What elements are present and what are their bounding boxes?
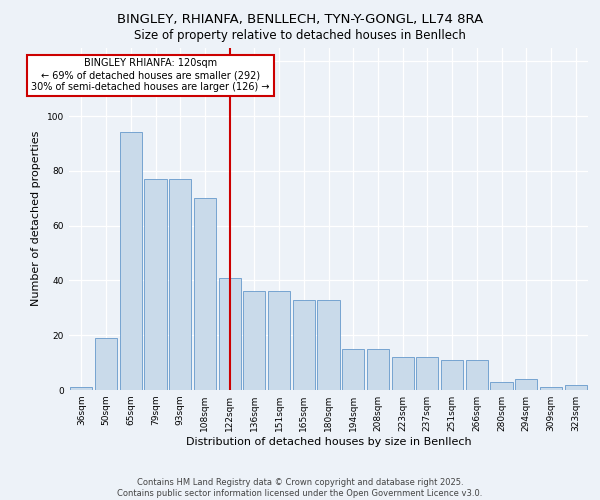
Bar (119, 132, 142, 390)
Bar (95, 338, 117, 390)
Bar (441, 360, 463, 390)
Text: BINGLEY, RHIANFA, BENLLECH, TYN-Y-GONGL, LL74 8RA: BINGLEY, RHIANFA, BENLLECH, TYN-Y-GONGL,… (117, 12, 483, 26)
X-axis label: Distribution of detached houses by size in Benllech: Distribution of detached houses by size … (185, 437, 472, 447)
Bar (70, 388, 92, 390)
Bar (392, 357, 414, 390)
Bar (540, 388, 562, 390)
Bar (243, 292, 265, 390)
Y-axis label: Number of detached properties: Number of detached properties (31, 131, 41, 306)
Bar (565, 384, 587, 390)
Text: Size of property relative to detached houses in Benllech: Size of property relative to detached ho… (134, 29, 466, 42)
Bar (194, 198, 216, 390)
Bar (169, 179, 191, 390)
Bar (416, 357, 439, 390)
Bar (342, 349, 364, 390)
Text: BINGLEY RHIANFA: 120sqm
← 69% of detached houses are smaller (292)
30% of semi-d: BINGLEY RHIANFA: 120sqm ← 69% of detache… (31, 58, 270, 92)
Bar (515, 379, 538, 390)
Bar (317, 300, 340, 390)
Bar (293, 300, 315, 390)
Bar (218, 278, 241, 390)
Bar (490, 382, 512, 390)
Text: Contains HM Land Registry data © Crown copyright and database right 2025.
Contai: Contains HM Land Registry data © Crown c… (118, 478, 482, 498)
Bar (466, 360, 488, 390)
Bar (367, 349, 389, 390)
Bar (268, 292, 290, 390)
Bar (145, 179, 167, 390)
